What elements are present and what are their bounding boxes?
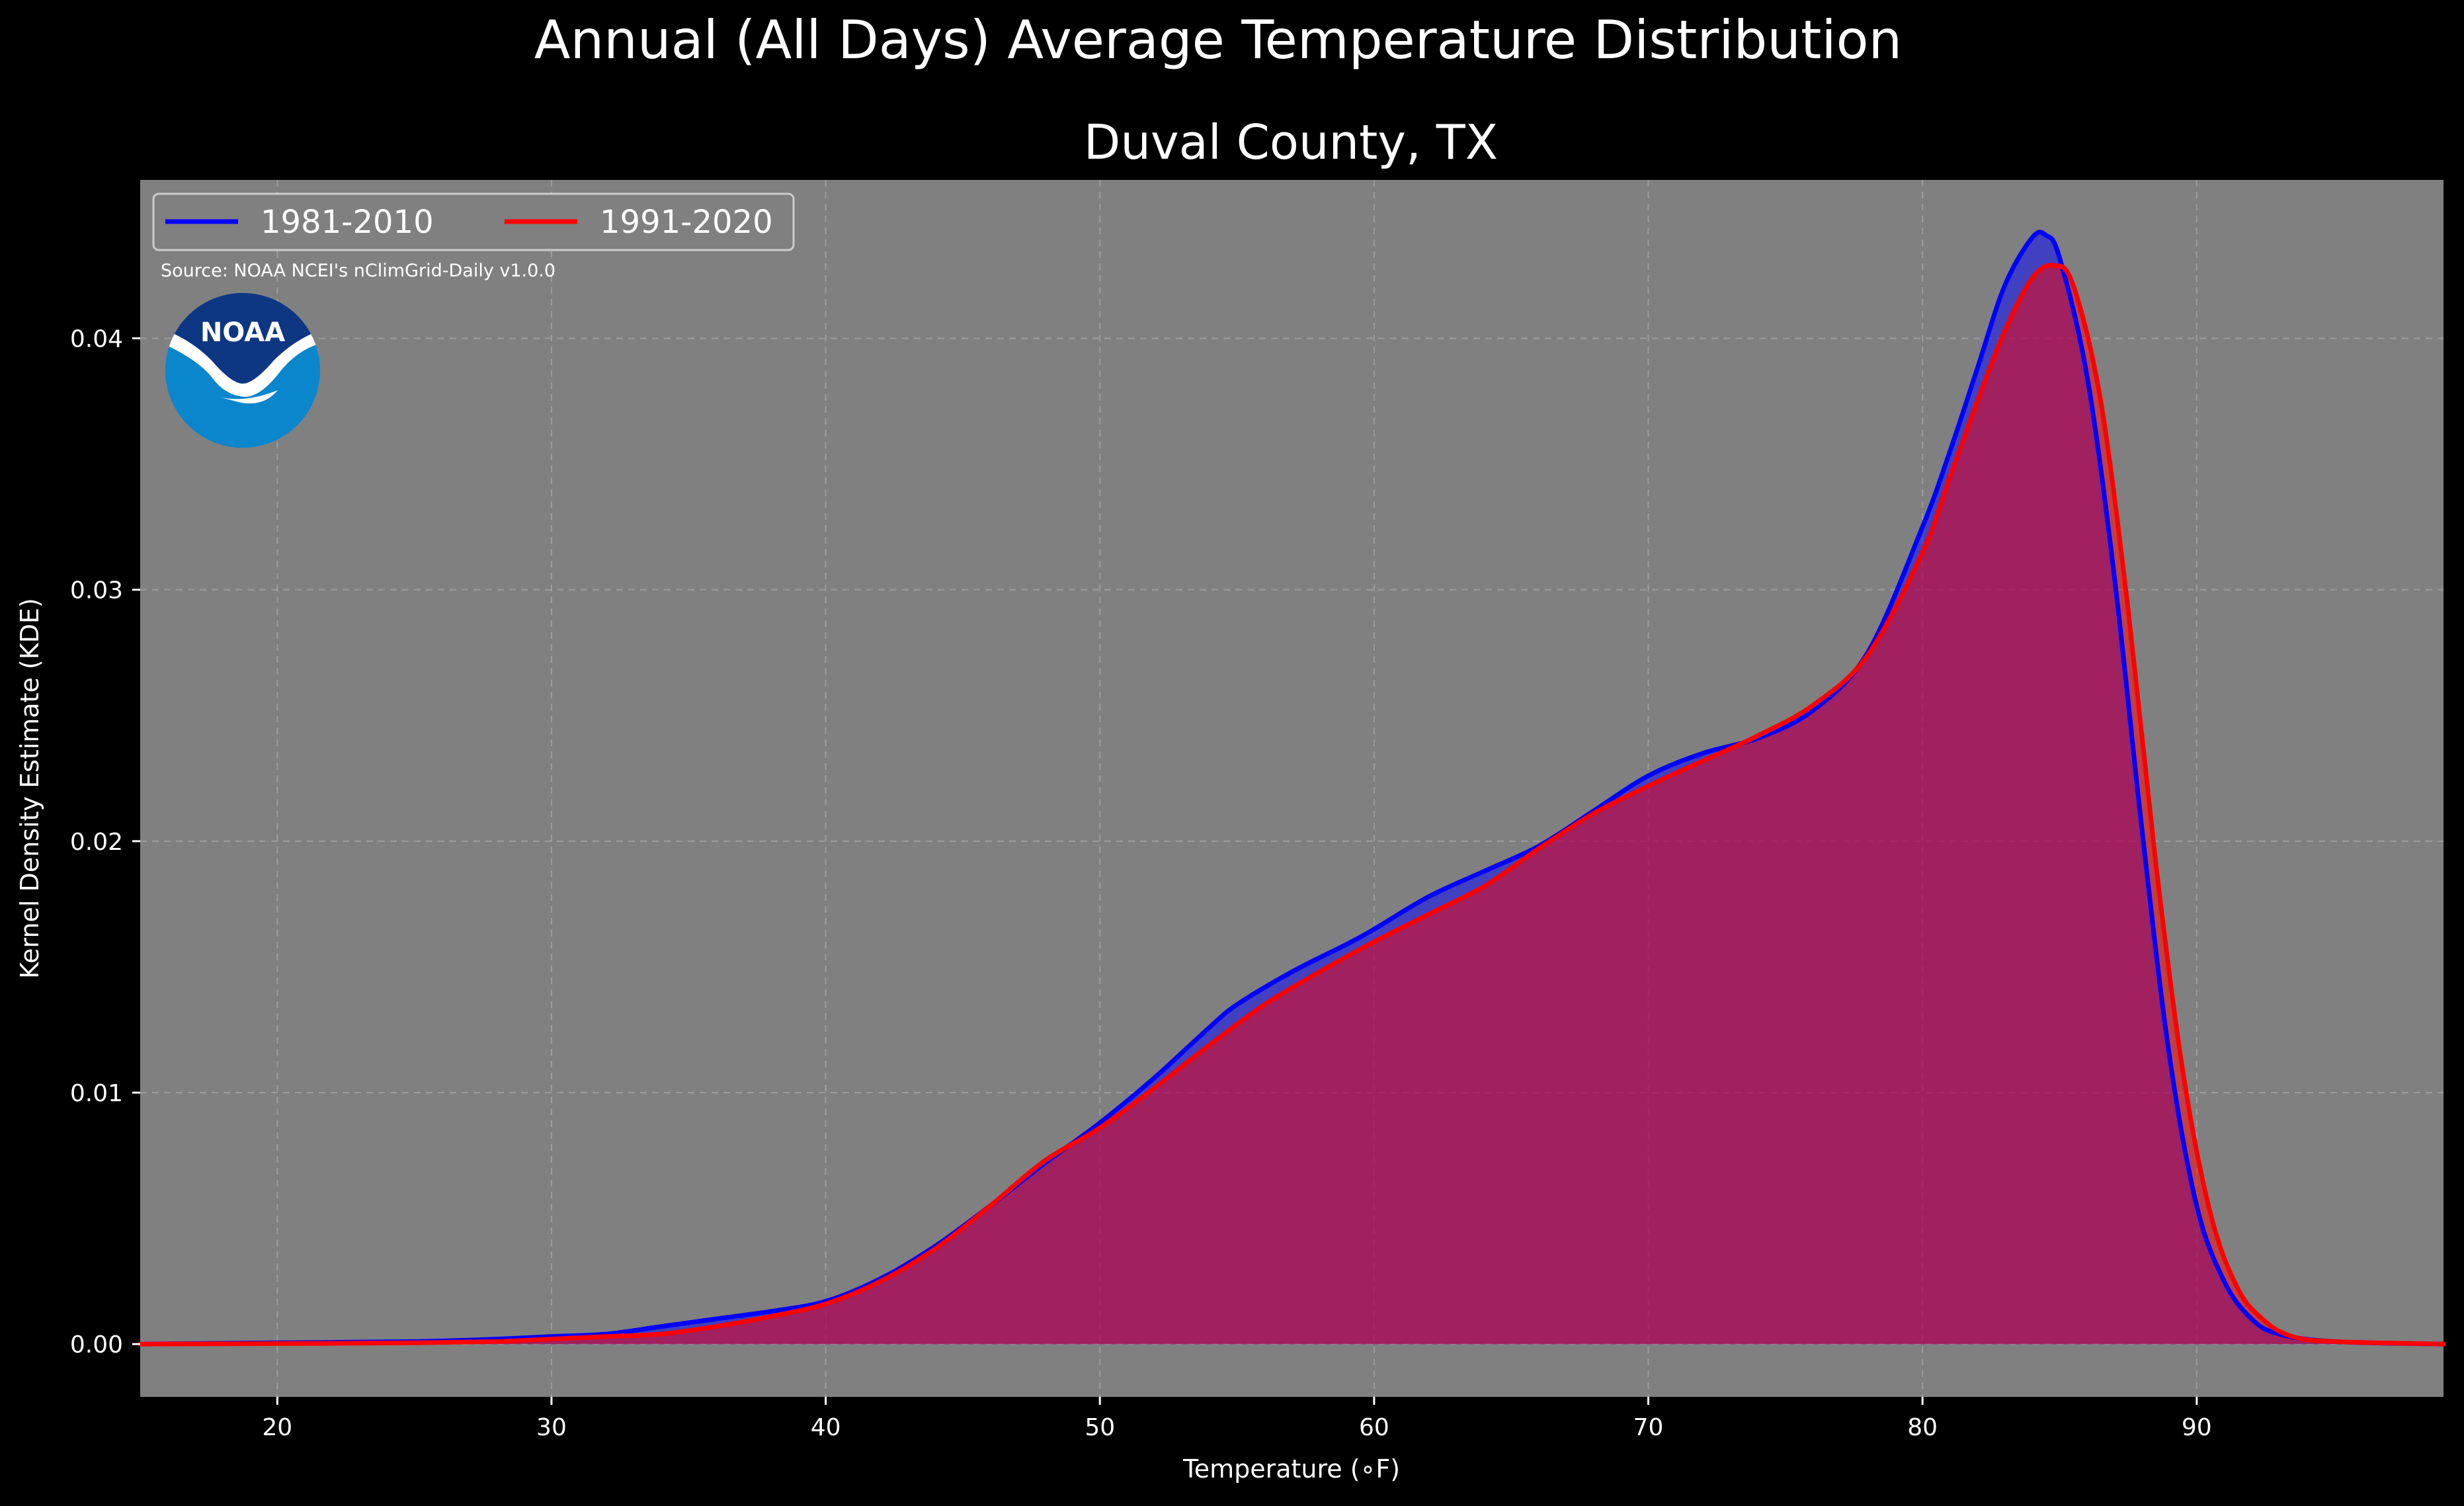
y-tick-label: 0.03 [70, 577, 123, 605]
legend: 1981-2010 1991-2020 [152, 192, 795, 251]
noaa-logo-text: NOAA [200, 317, 285, 348]
y-axis-label: Kernel Density Estimate (KDE) [15, 598, 44, 979]
x-tick-label: 50 [1085, 1414, 1115, 1441]
y-tick-label: 0.01 [70, 1080, 123, 1107]
chart-title: Annual (All Days) Average Temperature Di… [534, 9, 1902, 71]
y-tick-label: 0.00 [70, 1331, 123, 1359]
x-tick-label: 60 [1359, 1414, 1389, 1441]
legend-label-1991-2020: 1991-2020 [600, 204, 773, 241]
y-tick-label: 0.02 [70, 829, 123, 856]
chart-subtitle: Duval County, TX [1084, 114, 1498, 170]
x-tick-label: 70 [1633, 1414, 1664, 1441]
x-axis-ticks: 20 30 40 50 60 70 80 90 [262, 1397, 2212, 1441]
source-note: Source: NOAA NCEI's nClimGrid-Daily v1.0… [161, 261, 555, 281]
x-tick-label: 90 [2182, 1414, 2212, 1441]
series-area-1991-2020 [140, 265, 2443, 1345]
series [138, 230, 2446, 1347]
x-tick-label: 20 [262, 1414, 292, 1441]
series-line-1981-2010 [138, 230, 2446, 1347]
x-axis-label: Temperature (∘F) [1182, 1454, 1400, 1484]
legend-label-1981-2010: 1981-2010 [261, 204, 434, 241]
x-tick-label: 80 [1907, 1414, 1938, 1441]
y-tick-label: 0.04 [70, 326, 123, 353]
noaa-logo: NOAA [165, 293, 320, 448]
x-tick-label: 30 [536, 1414, 567, 1441]
series-line-1991-2020 [138, 263, 2446, 1347]
y-axis-ticks: 0.00 0.01 0.02 0.03 0.04 [70, 326, 140, 1359]
x-tick-label: 40 [811, 1414, 841, 1441]
legend-box [152, 192, 795, 251]
